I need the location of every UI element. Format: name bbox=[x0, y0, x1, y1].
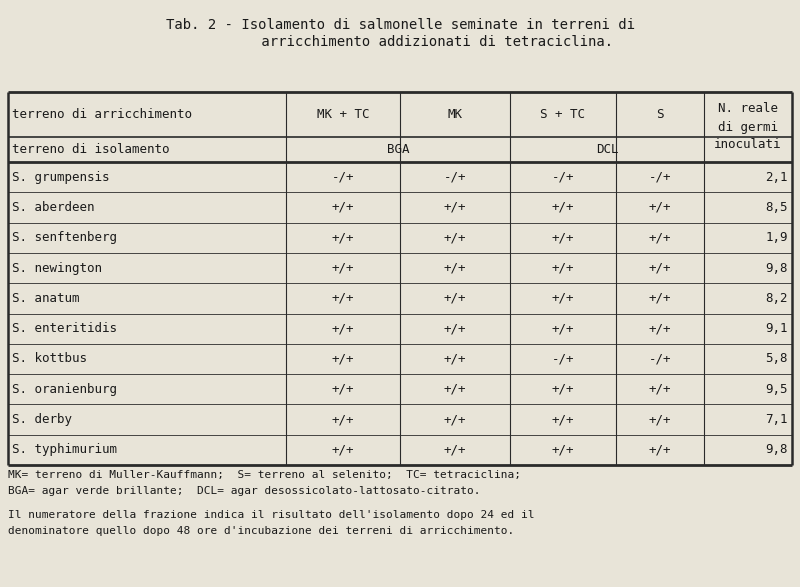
Text: S. senftenberg: S. senftenberg bbox=[12, 231, 117, 244]
Text: +/+: +/+ bbox=[551, 413, 574, 426]
Text: Il numeratore della frazione indica il risultato dell'isolamento dopo 24 ed il: Il numeratore della frazione indica il r… bbox=[8, 510, 534, 520]
Text: S. kottbus: S. kottbus bbox=[12, 352, 87, 366]
Text: +/+: +/+ bbox=[444, 413, 466, 426]
Text: S. grumpensis: S. grumpensis bbox=[12, 171, 110, 184]
Text: +/+: +/+ bbox=[551, 292, 574, 305]
Text: +/+: +/+ bbox=[332, 292, 354, 305]
Text: 9,5: 9,5 bbox=[766, 383, 788, 396]
Text: S: S bbox=[656, 108, 664, 121]
Text: arricchimento addizionati di tetraciclina.: arricchimento addizionati di tetraciclin… bbox=[186, 35, 614, 49]
Text: -/+: -/+ bbox=[551, 171, 574, 184]
Text: S. aberdeen: S. aberdeen bbox=[12, 201, 94, 214]
Text: +/+: +/+ bbox=[649, 292, 671, 305]
Text: 7,1: 7,1 bbox=[766, 413, 788, 426]
Text: S. typhimurium: S. typhimurium bbox=[12, 443, 117, 456]
Text: 5,8: 5,8 bbox=[766, 352, 788, 366]
Text: +/+: +/+ bbox=[332, 413, 354, 426]
Text: MK + TC: MK + TC bbox=[317, 108, 370, 121]
Text: -/+: -/+ bbox=[444, 171, 466, 184]
Text: +/+: +/+ bbox=[551, 322, 574, 335]
Text: +/+: +/+ bbox=[332, 383, 354, 396]
Text: terreno di arricchimento: terreno di arricchimento bbox=[12, 108, 192, 121]
Text: S + TC: S + TC bbox=[540, 108, 585, 121]
Text: +/+: +/+ bbox=[444, 443, 466, 456]
Text: +/+: +/+ bbox=[551, 231, 574, 244]
Text: +/+: +/+ bbox=[332, 443, 354, 456]
Text: MK: MK bbox=[447, 108, 462, 121]
Text: 8,2: 8,2 bbox=[766, 292, 788, 305]
Text: +/+: +/+ bbox=[444, 322, 466, 335]
Text: Tab. 2 - Isolamento di salmonelle seminate in terreni di: Tab. 2 - Isolamento di salmonelle semina… bbox=[166, 18, 634, 32]
Text: +/+: +/+ bbox=[649, 201, 671, 214]
Text: +/+: +/+ bbox=[649, 413, 671, 426]
Text: +/+: +/+ bbox=[444, 292, 466, 305]
Text: +/+: +/+ bbox=[444, 231, 466, 244]
Text: +/+: +/+ bbox=[649, 322, 671, 335]
Text: +/+: +/+ bbox=[332, 352, 354, 366]
Text: +/+: +/+ bbox=[332, 322, 354, 335]
Text: +/+: +/+ bbox=[444, 383, 466, 396]
Text: S. derby: S. derby bbox=[12, 413, 72, 426]
Text: -/+: -/+ bbox=[551, 352, 574, 366]
Text: BGA= agar verde brillante;  DCL= agar desossicolato-lattosato-citrato.: BGA= agar verde brillante; DCL= agar des… bbox=[8, 486, 481, 496]
Text: 9,8: 9,8 bbox=[766, 262, 788, 275]
Text: +/+: +/+ bbox=[444, 262, 466, 275]
Text: +/+: +/+ bbox=[332, 262, 354, 275]
Text: +/+: +/+ bbox=[649, 383, 671, 396]
Text: +/+: +/+ bbox=[551, 262, 574, 275]
Text: BGA: BGA bbox=[386, 143, 410, 156]
Text: 1,9: 1,9 bbox=[766, 231, 788, 244]
Text: 9,1: 9,1 bbox=[766, 322, 788, 335]
Text: +/+: +/+ bbox=[649, 262, 671, 275]
Text: +/+: +/+ bbox=[332, 231, 354, 244]
Text: -/+: -/+ bbox=[649, 352, 671, 366]
Text: 8,5: 8,5 bbox=[766, 201, 788, 214]
Text: -/+: -/+ bbox=[649, 171, 671, 184]
Text: terreno di isolamento: terreno di isolamento bbox=[12, 143, 170, 156]
Text: +/+: +/+ bbox=[444, 352, 466, 366]
Text: +/+: +/+ bbox=[444, 201, 466, 214]
Text: +/+: +/+ bbox=[649, 231, 671, 244]
Text: 9,8: 9,8 bbox=[766, 443, 788, 456]
Text: +/+: +/+ bbox=[551, 383, 574, 396]
Text: S. enteritidis: S. enteritidis bbox=[12, 322, 117, 335]
Text: +/+: +/+ bbox=[332, 201, 354, 214]
Text: S. oranienburg: S. oranienburg bbox=[12, 383, 117, 396]
Text: MK= terreno di Muller-Kauffmann;  S= terreno al selenito;  TC= tetraciclina;: MK= terreno di Muller-Kauffmann; S= terr… bbox=[8, 470, 521, 480]
Text: -/+: -/+ bbox=[332, 171, 354, 184]
Text: DCL: DCL bbox=[596, 143, 618, 156]
Text: +/+: +/+ bbox=[551, 443, 574, 456]
Text: S. anatum: S. anatum bbox=[12, 292, 79, 305]
Text: +/+: +/+ bbox=[649, 443, 671, 456]
Text: S. newington: S. newington bbox=[12, 262, 102, 275]
Text: +/+: +/+ bbox=[551, 201, 574, 214]
Text: denominatore quello dopo 48 ore d'incubazione dei terreni di arricchimento.: denominatore quello dopo 48 ore d'incuba… bbox=[8, 526, 514, 536]
Text: N. reale
di germi
inoculati: N. reale di germi inoculati bbox=[714, 103, 782, 151]
Text: 2,1: 2,1 bbox=[766, 171, 788, 184]
